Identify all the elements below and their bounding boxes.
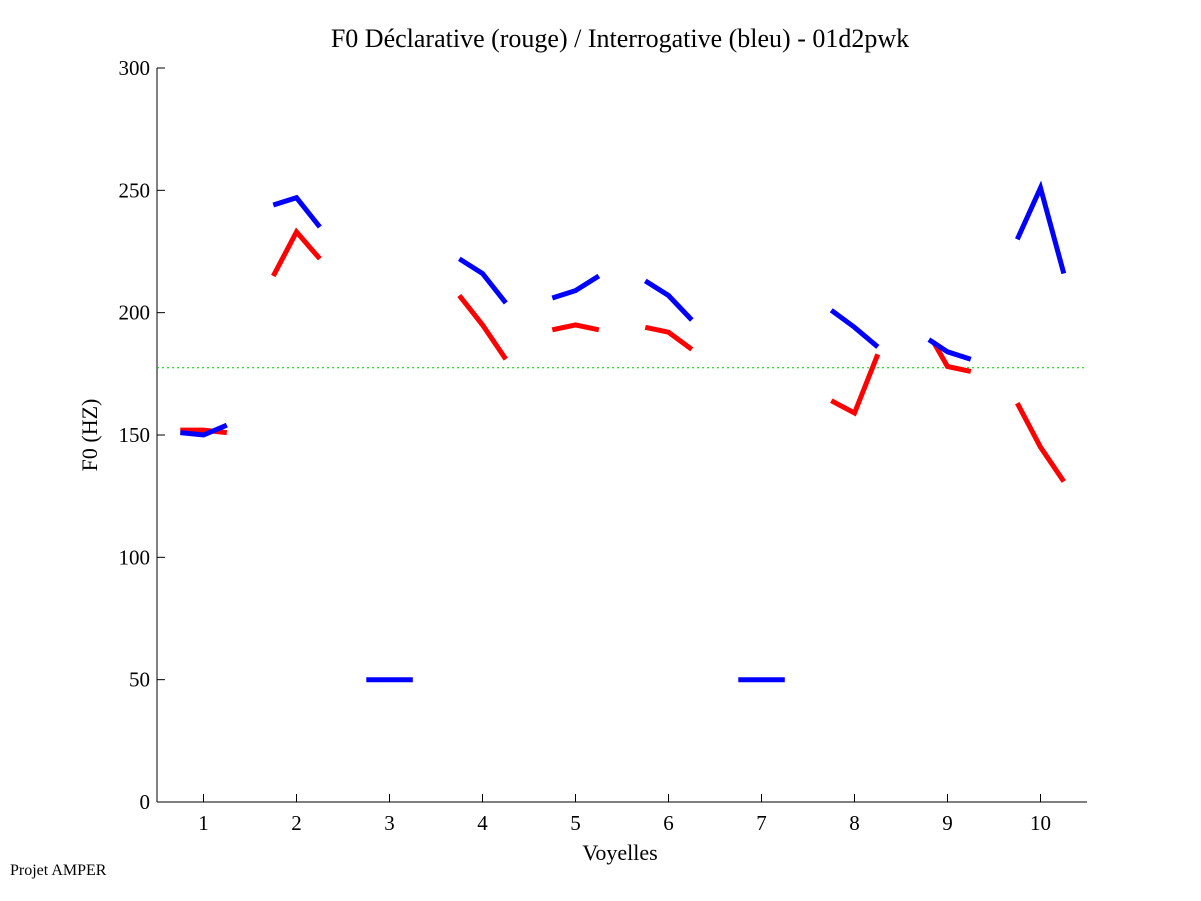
declarative-series-segment	[271, 227, 322, 278]
x-tick-label: 6	[663, 811, 674, 835]
chart-title: F0 Déclarative (rouge) / Interrogative (…	[331, 24, 909, 53]
interrogative-series-segment	[180, 422, 228, 438]
x-tick-label: 4	[477, 811, 488, 835]
declarative-series-segment	[644, 324, 694, 352]
y-axis-label: F0 (HZ)	[77, 399, 102, 472]
x-tick-label: 2	[291, 811, 302, 835]
interrogative-series-segment	[272, 194, 322, 229]
plot-area: 0 50 100 150 200 250 300 1 2 3 4 5 6 7 8 9 10	[119, 56, 1087, 835]
y-tick-label: 0	[140, 790, 151, 814]
y-tick-label: 200	[119, 301, 151, 325]
y-tick-label: 250	[119, 178, 151, 202]
declarative-series-segment	[830, 353, 881, 417]
y-tick-label: 50	[129, 668, 150, 692]
x-tick-label: 7	[756, 811, 767, 835]
declarative-series-segment	[457, 293, 508, 361]
x-tick-label: 10	[1030, 811, 1051, 835]
declarative-series-segment	[180, 427, 228, 436]
declarative-series-segment	[551, 322, 600, 333]
declarative-series-segment	[931, 340, 972, 374]
x-axis-label: Voyelles	[582, 840, 657, 865]
declarative-series-segment	[1015, 402, 1066, 483]
y-tick-label: 150	[119, 423, 151, 447]
x-tick-label: 9	[942, 811, 953, 835]
interrogative-series-segment	[643, 278, 694, 322]
interrogative-series-segment	[1015, 180, 1067, 275]
footer-label: Projet AMPER	[10, 862, 107, 879]
interrogative-series-segment	[457, 256, 508, 305]
x-tick-label: 3	[384, 811, 395, 835]
interrogative-series-segment	[829, 308, 880, 349]
interrogative-series-segment	[927, 337, 972, 362]
x-tick-label: 1	[198, 811, 209, 835]
x-tick-label: 8	[849, 811, 860, 835]
interrogative-series-segment	[551, 273, 601, 301]
y-tick-label: 300	[119, 56, 151, 80]
y-tick-label: 100	[119, 545, 151, 569]
x-tick-label: 5	[570, 811, 581, 835]
